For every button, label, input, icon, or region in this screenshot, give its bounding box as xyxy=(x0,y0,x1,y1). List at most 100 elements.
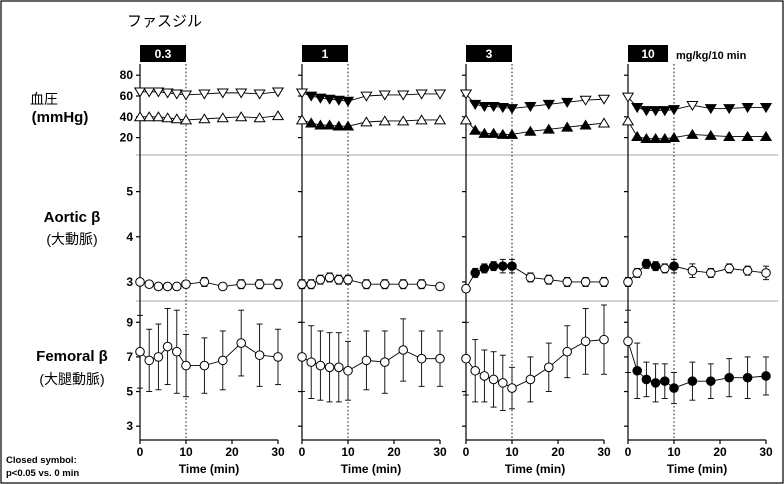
data-point xyxy=(621,115,635,126)
data-point xyxy=(759,130,773,141)
data-point xyxy=(398,279,409,289)
x-tick-label: 0 xyxy=(463,445,470,459)
data-point xyxy=(650,378,661,388)
data-point xyxy=(315,274,326,285)
data-point xyxy=(334,274,344,285)
data-point xyxy=(706,268,716,278)
dose-badge xyxy=(140,45,186,62)
drug-label: ファスジル xyxy=(127,13,202,30)
data-point xyxy=(687,376,698,386)
data-point xyxy=(459,114,473,125)
data-point xyxy=(599,334,609,345)
data-point xyxy=(236,279,246,289)
data-point xyxy=(580,336,591,347)
data-point xyxy=(415,114,428,125)
x-tick-label: 20 xyxy=(551,445,565,459)
data-point xyxy=(487,102,500,113)
data-point xyxy=(686,100,699,112)
data-point xyxy=(397,115,410,126)
data-point xyxy=(161,112,174,123)
data-point xyxy=(579,119,592,130)
data-point xyxy=(435,353,445,364)
x-tick-label: 30 xyxy=(597,445,611,459)
data-point xyxy=(398,345,409,355)
data-point xyxy=(660,263,670,274)
data-point xyxy=(135,346,145,357)
data-point xyxy=(152,87,165,98)
data-point xyxy=(199,277,210,287)
data-point xyxy=(380,357,390,367)
x-axis-label: Time (min) xyxy=(667,462,727,476)
data-point xyxy=(334,362,344,373)
data-point xyxy=(496,103,509,114)
data-point xyxy=(498,378,508,388)
data-point xyxy=(315,360,326,371)
data-point xyxy=(761,371,771,381)
x-axis-label: Time (min) xyxy=(505,462,565,476)
data-point xyxy=(658,132,671,144)
x-tick-label: 30 xyxy=(271,445,285,459)
data-point xyxy=(161,88,174,99)
data-point xyxy=(162,281,173,292)
y-tick-label: 5 xyxy=(126,185,133,199)
data-point xyxy=(507,383,517,393)
data-point xyxy=(597,117,611,128)
data-point xyxy=(669,261,679,271)
data-point xyxy=(507,261,517,271)
data-point xyxy=(343,274,353,285)
data-point xyxy=(650,261,661,271)
data-point xyxy=(253,112,266,123)
data-point xyxy=(378,115,391,126)
data-point xyxy=(496,128,509,139)
data-point xyxy=(181,279,191,289)
data-point xyxy=(314,93,327,104)
data-point xyxy=(479,263,490,274)
data-point xyxy=(487,127,500,138)
data-point xyxy=(361,355,372,366)
x-tick-label: 30 xyxy=(433,445,447,459)
data-point xyxy=(478,127,491,138)
data-point xyxy=(415,89,428,100)
data-point xyxy=(498,261,508,271)
x-tick-label: 0 xyxy=(299,445,306,459)
data-point xyxy=(479,371,490,381)
data-point xyxy=(667,105,681,116)
data-point xyxy=(273,279,283,289)
data-point xyxy=(623,277,633,287)
y-tick-label: 9 xyxy=(126,315,133,329)
data-point xyxy=(544,362,554,373)
data-point xyxy=(271,87,285,98)
data-point xyxy=(235,111,248,122)
data-point xyxy=(254,279,265,289)
data-point xyxy=(341,96,355,107)
dose-badge-label: 1 xyxy=(322,47,329,61)
data-point xyxy=(599,277,609,287)
data-point xyxy=(524,125,537,136)
data-point xyxy=(378,90,391,101)
data-point xyxy=(641,374,652,385)
data-point xyxy=(580,277,591,287)
y-tick-label: 20 xyxy=(120,131,134,145)
data-point xyxy=(133,111,147,122)
data-point xyxy=(143,87,156,98)
data-point xyxy=(478,102,491,113)
data-point xyxy=(640,132,653,144)
data-point xyxy=(704,129,717,140)
data-point xyxy=(297,279,307,289)
data-point xyxy=(305,117,318,128)
data-layer xyxy=(133,87,773,412)
data-point xyxy=(253,89,266,100)
row-label-aortic-line1: Aortic β xyxy=(44,209,101,226)
data-point xyxy=(525,272,536,283)
data-point xyxy=(669,383,679,393)
series-line xyxy=(465,339,605,389)
data-point xyxy=(360,116,373,127)
data-point xyxy=(631,103,644,114)
data-point xyxy=(704,104,717,115)
data-point xyxy=(579,95,592,106)
data-point xyxy=(687,265,698,276)
data-point xyxy=(295,114,309,125)
data-point xyxy=(324,272,335,283)
x-tick-label: 10 xyxy=(505,445,519,459)
